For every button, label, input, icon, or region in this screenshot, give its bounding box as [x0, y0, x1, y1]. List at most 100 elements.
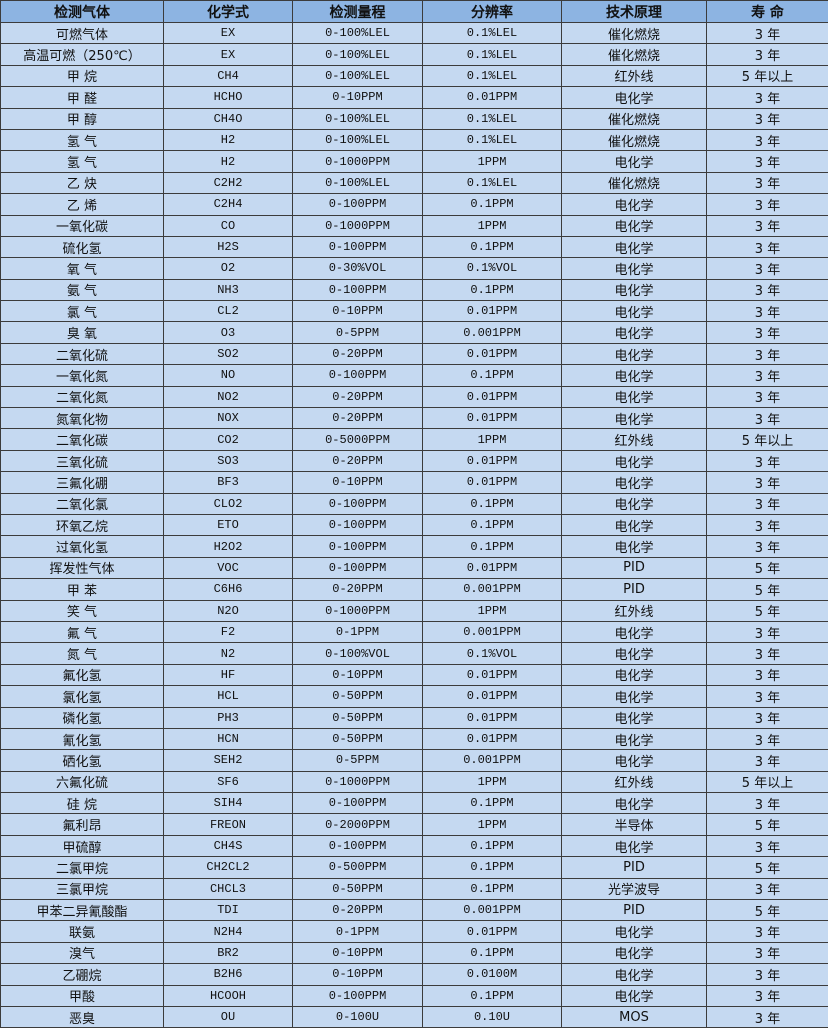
cell-resolution: 0.01PPM: [422, 300, 562, 323]
cell-formula: CO: [163, 214, 293, 237]
cell-range: 0-100PPM: [292, 535, 423, 558]
cell-principle: 电化学: [561, 214, 707, 237]
cell-formula: HCN: [163, 727, 293, 751]
cell-lifetime: 3 年: [706, 1005, 828, 1029]
cell-formula: N2: [163, 642, 293, 665]
cell-resolution: 0.1PPM: [422, 535, 562, 558]
cell-resolution: 0.1PPM: [422, 877, 562, 901]
cell-resolution: 0.1PPM: [422, 856, 562, 879]
cell-formula: CH2CL2: [163, 856, 293, 879]
cell-formula: NOX: [163, 407, 293, 430]
cell-principle: 催化燃烧: [561, 128, 707, 152]
cell-gas: 一氧化碳: [0, 214, 164, 237]
cell-principle: 电化学: [561, 792, 707, 815]
cell-lifetime: 3 年: [706, 385, 828, 409]
cell-formula: FREON: [163, 813, 293, 836]
cell-principle: 电化学: [561, 449, 707, 473]
table-row: 甲 烷 CH4 0-100%LEL 0.1%LEL 红外线 5 年以上: [0, 64, 828, 88]
cell-lifetime: 3 年: [706, 492, 828, 515]
cell-formula: SO2: [163, 342, 293, 366]
cell-principle: 电化学: [561, 342, 707, 366]
cell-range: 0-100PPM: [292, 834, 423, 858]
cell-principle: 电化学: [561, 706, 707, 729]
table-row: 可燃气体 EX 0-100%LEL 0.1%LEL 催化燃烧 3 年: [0, 21, 828, 45]
cell-range: 0-20PPM: [292, 342, 423, 366]
cell-formula: BR2: [163, 941, 293, 965]
cell-range: 0-20PPM: [292, 385, 423, 409]
cell-resolution: 0.1PPM: [422, 235, 562, 259]
cell-range: 0-50PPM: [292, 877, 423, 901]
cell-resolution: 0.1%LEL: [422, 171, 562, 195]
table-row: 二氧化碳 CO2 0-5000PPM 1PPM 红外线 5 年以上: [0, 428, 828, 451]
cell-gas: 联氨: [0, 920, 164, 943]
cell-formula: TDI: [163, 899, 293, 922]
cell-principle: 电化学: [561, 920, 707, 943]
cell-gas: 乙 烯: [0, 193, 164, 216]
cell-formula: HCL: [163, 685, 293, 708]
cell-principle: 电化学: [561, 984, 707, 1007]
header-formula: 化学式: [163, 0, 293, 23]
cell-gas: 一氧化氮: [0, 364, 164, 387]
cell-formula: CH4: [163, 64, 293, 88]
cell-resolution: 0.001PPM: [422, 620, 562, 644]
cell-gas: 乙 炔: [0, 171, 164, 195]
cell-principle: 半导体: [561, 813, 707, 836]
cell-formula: HF: [163, 663, 293, 687]
table-row: 三氟化硼 BF3 0-10PPM 0.01PPM 电化学 3 年: [0, 471, 828, 494]
cell-principle: 催化燃烧: [561, 107, 707, 130]
cell-lifetime: 5 年: [706, 856, 828, 879]
cell-gas: 氧 气: [0, 257, 164, 280]
cell-resolution: 0.1PPM: [422, 834, 562, 858]
cell-formula: CH4S: [163, 834, 293, 858]
cell-lifetime: 3 年: [706, 150, 828, 173]
cell-gas: 氮 气: [0, 642, 164, 665]
cell-principle: 催化燃烧: [561, 43, 707, 66]
cell-range: 0-5PPM: [292, 321, 423, 344]
cell-formula: H2: [163, 150, 293, 173]
cell-lifetime: 3 年: [706, 620, 828, 644]
cell-range: 0-5000PPM: [292, 428, 423, 451]
cell-gas: 硒化氢: [0, 749, 164, 772]
table-row: 氯 气 CL2 0-10PPM 0.01PPM 电化学 3 年: [0, 300, 828, 323]
cell-resolution: 1PPM: [422, 599, 562, 622]
cell-gas: 乙硼烷: [0, 963, 164, 986]
cell-range: 0-100PPM: [292, 278, 423, 302]
table-row: 氟利昂 FREON 0-2000PPM 1PPM 半导体 5 年: [0, 813, 828, 836]
cell-gas: 氰化氢: [0, 727, 164, 751]
cell-formula: PH3: [163, 706, 293, 729]
table-row: 二氧化氯 CLO2 0-100PPM 0.1PPM 电化学 3 年: [0, 492, 828, 515]
cell-range: 0-30%VOL: [292, 257, 423, 280]
cell-formula: N2H4: [163, 920, 293, 943]
cell-resolution: 0.01PPM: [422, 663, 562, 687]
cell-range: 0-20PPM: [292, 407, 423, 430]
cell-range: 0-50PPM: [292, 727, 423, 751]
cell-formula: NH3: [163, 278, 293, 302]
cell-lifetime: 3 年: [706, 214, 828, 237]
cell-range: 0-20PPM: [292, 899, 423, 922]
cell-formula: SO3: [163, 449, 293, 473]
cell-formula: CL2: [163, 300, 293, 323]
cell-gas: 环氧乙烷: [0, 513, 164, 537]
cell-formula: CLO2: [163, 492, 293, 515]
table-row: 氮 气 N2 0-100%VOL 0.1%VOL 电化学 3 年: [0, 642, 828, 665]
cell-gas: 二氯甲烷: [0, 856, 164, 879]
cell-range: 0-1PPM: [292, 620, 423, 644]
cell-formula: C2H4: [163, 193, 293, 216]
cell-principle: 电化学: [561, 642, 707, 665]
cell-lifetime: 3 年: [706, 920, 828, 943]
table-row: 高温可燃（250℃） EX 0-100%LEL 0.1%LEL 催化燃烧 3 年: [0, 43, 828, 66]
header-resolution: 分辨率: [422, 0, 562, 23]
table-row: 硒化氢 SEH2 0-5PPM 0.001PPM 电化学 3 年: [0, 749, 828, 772]
cell-lifetime: 3 年: [706, 449, 828, 473]
cell-principle: 电化学: [561, 150, 707, 173]
cell-lifetime: 3 年: [706, 342, 828, 366]
cell-lifetime: 3 年: [706, 984, 828, 1007]
cell-range: 0-50PPM: [292, 706, 423, 729]
cell-gas: 挥发性气体: [0, 556, 164, 580]
cell-range: 0-100%LEL: [292, 43, 423, 66]
cell-range: 0-1000PPM: [292, 770, 423, 794]
cell-lifetime: 3 年: [706, 749, 828, 772]
cell-principle: 电化学: [561, 235, 707, 259]
table-row: 三氧化硫 SO3 0-20PPM 0.01PPM 电化学 3 年: [0, 449, 828, 473]
cell-range: 0-100%VOL: [292, 642, 423, 665]
